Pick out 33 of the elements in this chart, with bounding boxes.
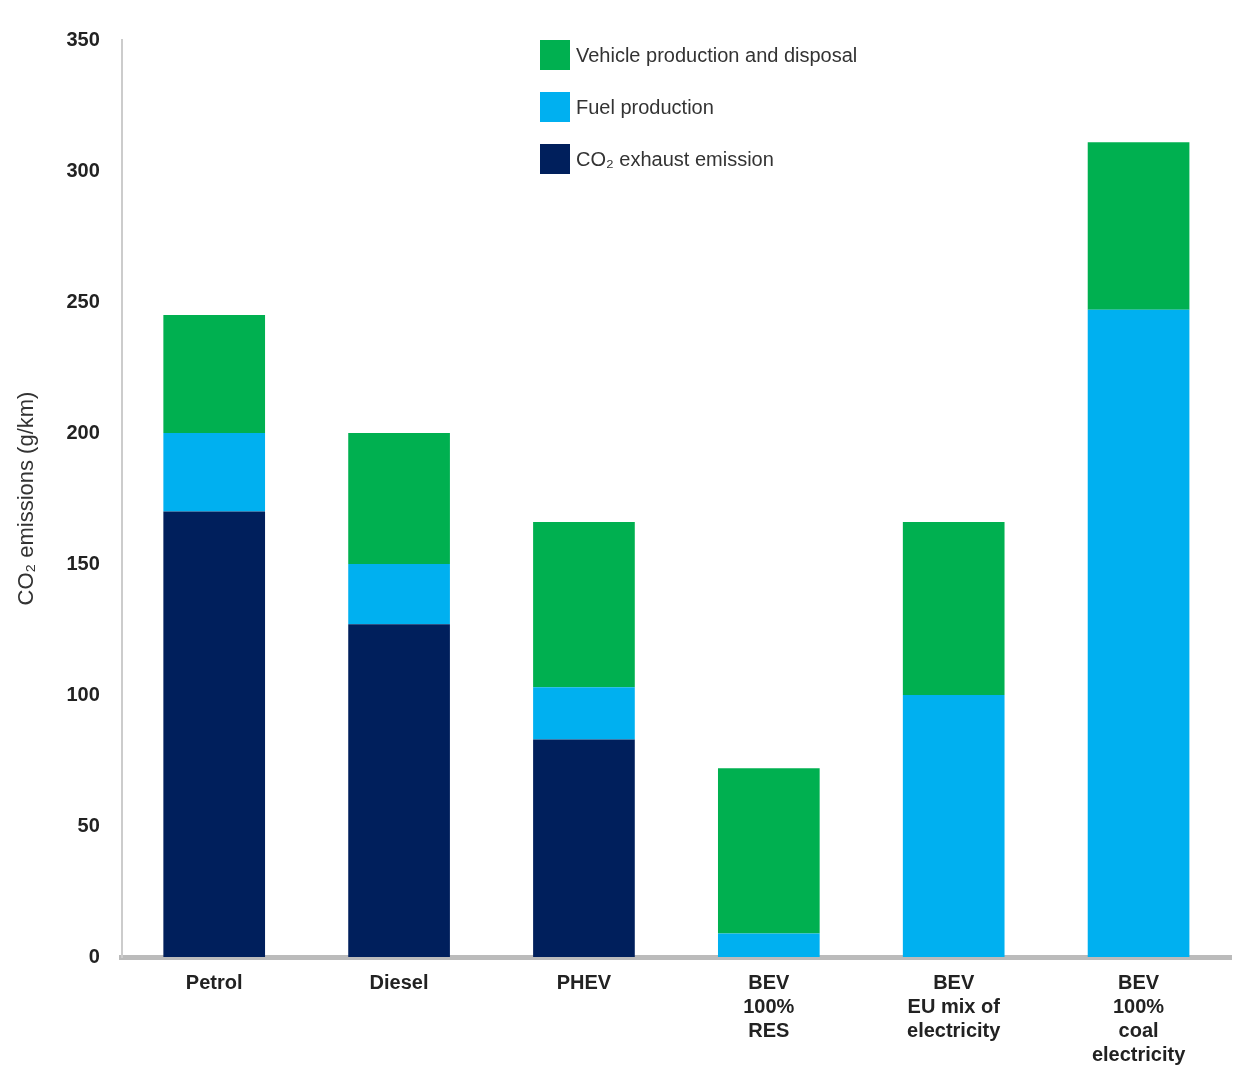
bar [902, 695, 1005, 957]
bar [717, 933, 820, 957]
bar [163, 511, 266, 957]
bar [533, 522, 635, 688]
bar [348, 433, 450, 564]
bar [1087, 142, 1190, 310]
y-tick-label: 100 [66, 682, 100, 705]
y-tick-label: 50 [77, 813, 100, 836]
y-tick-label: 350 [66, 27, 100, 50]
bar [348, 564, 450, 625]
legend-label: Fuel production [576, 95, 714, 119]
bar [533, 687, 635, 740]
x-tick-label: PHEV [556, 970, 612, 993]
y-tick-label: 200 [66, 420, 100, 443]
x-tick-label: Diesel [369, 970, 429, 993]
bar [533, 739, 635, 957]
x-tick-label: BEV EU mix of electricity [907, 970, 1002, 1041]
bar [163, 315, 266, 433]
y-tick-label: 300 [66, 158, 100, 181]
x-tick-label: BEV 100% coal electricity [1091, 970, 1187, 1065]
bar [717, 768, 820, 934]
legend-label: Vehicle production and disposal [576, 43, 858, 67]
y-tick-label: 250 [66, 289, 100, 312]
legend-label: CO₂ exhaust emission [576, 147, 774, 171]
x-tick-label: BEV 100% RES [743, 970, 795, 1041]
y-axis-title: CO₂ emissions (g/km) [13, 391, 39, 606]
y-tick-label: 150 [66, 551, 100, 574]
bar [163, 433, 266, 512]
bar [348, 624, 450, 957]
x-tick-label: Petrol [185, 970, 243, 993]
bar [902, 522, 1005, 695]
y-tick-label: 0 [88, 944, 100, 967]
bar [1087, 309, 1190, 957]
